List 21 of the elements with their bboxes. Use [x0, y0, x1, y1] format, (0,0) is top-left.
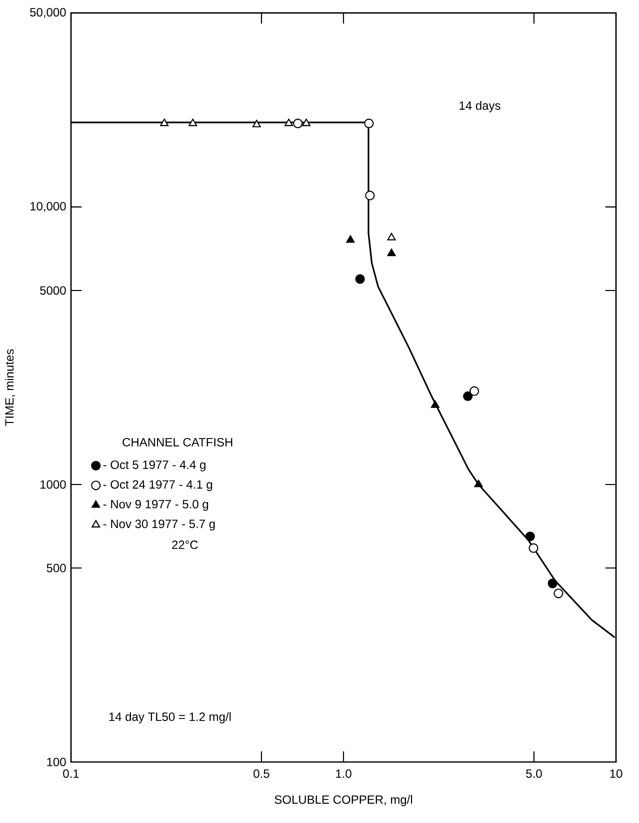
- y-tick-label: 100: [47, 758, 66, 766]
- x-axis-title: SOLUBLE COPPER, mg/l: [274, 795, 412, 806]
- y-tick-label: 10,000: [30, 202, 66, 212]
- legend-label: - Nov 30 1977 - 5.7 g: [103, 520, 215, 530]
- y-tick-label: 1000: [40, 480, 66, 489]
- legend-label: - Oct 5 1977 - 4.4 g: [103, 460, 206, 472]
- x-tick-label: 10: [610, 769, 622, 778]
- x-tick-label: 1.0: [336, 769, 352, 778]
- legend-title: CHANNEL CATFISH: [122, 438, 232, 446]
- annotation: 14 day TL50 = 1.2 mg/l: [109, 712, 231, 724]
- y-tick-label: 500: [46, 564, 66, 572]
- annotation: 22°C: [172, 540, 198, 550]
- annotation: 14 days: [460, 101, 500, 112]
- x-tick-label: 0.1: [63, 769, 79, 778]
- x-tick-label: 0.5: [254, 769, 270, 778]
- y-tick-label: 5000: [40, 286, 66, 295]
- x-tick-label: 5.0: [526, 769, 542, 778]
- y-tick-label: 50,000: [30, 8, 66, 18]
- legend-label: - Nov 9 1977 - 5.0 g: [103, 500, 208, 511]
- legend-label: - Oct 24 1977 - 4.1 g: [103, 480, 212, 492]
- y-axis-title: TIME, minutes: [4, 349, 16, 426]
